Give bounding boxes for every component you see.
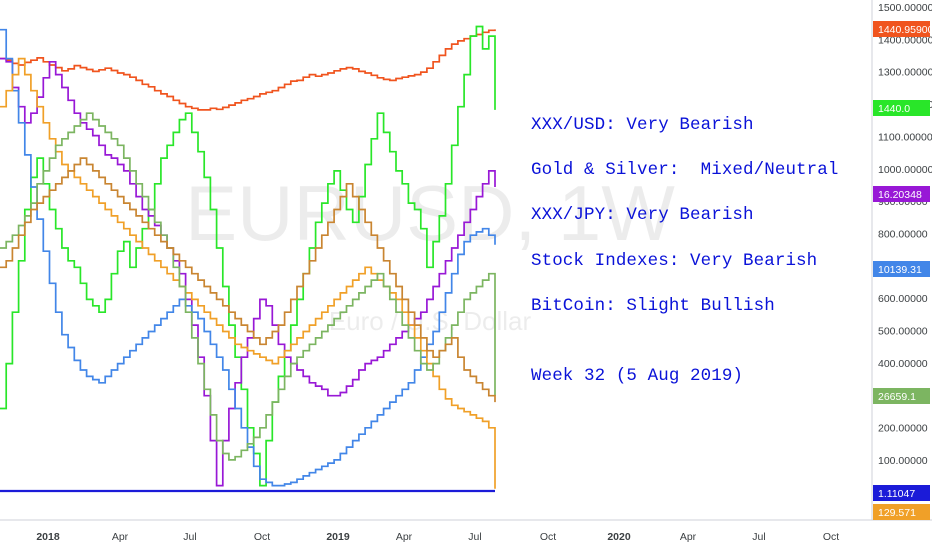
price-tag-label: 1440.0 xyxy=(878,103,910,115)
y-tick-label: 200.00000 xyxy=(878,423,928,435)
watermark-name: Euro / U.S. Dollar xyxy=(329,306,532,336)
watermark: EURUSD, 1W Euro / U.S. Dollar xyxy=(185,169,675,336)
x-tick-label: Apr xyxy=(680,531,697,543)
price-tag-label: 129.571 xyxy=(878,507,916,519)
y-tick-label: 100.00000 xyxy=(878,455,928,467)
x-tick-label: 2020 xyxy=(607,531,631,543)
y-tick-label: 1500.00000 xyxy=(878,2,932,14)
annotation-usd: XXX/USD: Very Bearish xyxy=(531,115,754,135)
price-tag-label: 16.20348 xyxy=(878,189,922,201)
x-axis: 2018 Apr Jul Oct 2019 Apr Jul Oct 2020 Apr Jul Oct xyxy=(36,531,839,543)
x-tick-label: Jul xyxy=(752,531,765,543)
price-tag-bg xyxy=(873,485,930,501)
price-tag-bg xyxy=(873,186,930,202)
annotation-week: Week 32 (5 Aug 2019) xyxy=(531,366,744,386)
x-tick-label: Apr xyxy=(396,531,413,543)
y-tick-label: 1000.00000 xyxy=(878,164,932,176)
y-tick-label: 800.00000 xyxy=(878,229,928,241)
y-tick-label: 1100.00000 xyxy=(878,131,932,143)
annotation-gold-silver: Gold & Silver: Mixed/Neutral xyxy=(531,160,839,180)
y-tick-label: 1300.00000 xyxy=(878,67,932,79)
series-line-5 xyxy=(0,57,496,489)
y-tick-label: 500.00000 xyxy=(878,326,928,338)
price-tag-bg xyxy=(873,504,930,520)
price-labels: 1440.95900 1440.0 16.20348 10139.31 26659.1 1… xyxy=(873,21,932,520)
x-tick-label: 2019 xyxy=(326,531,350,543)
price-tag-bg xyxy=(873,261,930,277)
x-tick-label: Oct xyxy=(254,531,270,543)
x-tick-label: 2018 xyxy=(36,531,60,543)
x-tick-label: Jul xyxy=(468,531,481,543)
series-line-6 xyxy=(0,112,496,461)
series-line-1 xyxy=(0,29,496,111)
y-tick-label: 1400.00000 xyxy=(878,34,932,46)
series-layer xyxy=(0,25,496,493)
series-line-7 xyxy=(0,157,496,403)
x-tick-label: Jul xyxy=(183,531,196,543)
x-tick-label: Oct xyxy=(823,531,839,543)
price-tag-label: 10139.31 xyxy=(878,264,922,276)
y-tick-label: 600.00000 xyxy=(878,293,928,305)
y-tick-label: 400.00000 xyxy=(878,358,928,370)
price-tag-bg xyxy=(873,21,930,37)
price-tag-label: 1.11047 xyxy=(878,488,915,500)
series-line-4 xyxy=(0,28,496,487)
price-tag-bg xyxy=(873,388,930,404)
x-tick-label: Apr xyxy=(112,531,129,543)
annotation-bitcoin: BitCoin: Slight Bullish xyxy=(531,296,775,316)
price-tag-bg xyxy=(873,100,930,116)
annotation-jpy: XXX/JPY: Very Bearish xyxy=(531,205,754,225)
price-tag-label: 26659.1 xyxy=(878,391,916,403)
watermark-symbol: EURUSD, 1W xyxy=(185,169,675,257)
annotation-stock-indexes: Stock Indexes: Very Bearish xyxy=(531,251,818,271)
price-tag-label: 1440.95900 xyxy=(878,24,932,36)
x-tick-label: Oct xyxy=(540,531,556,543)
